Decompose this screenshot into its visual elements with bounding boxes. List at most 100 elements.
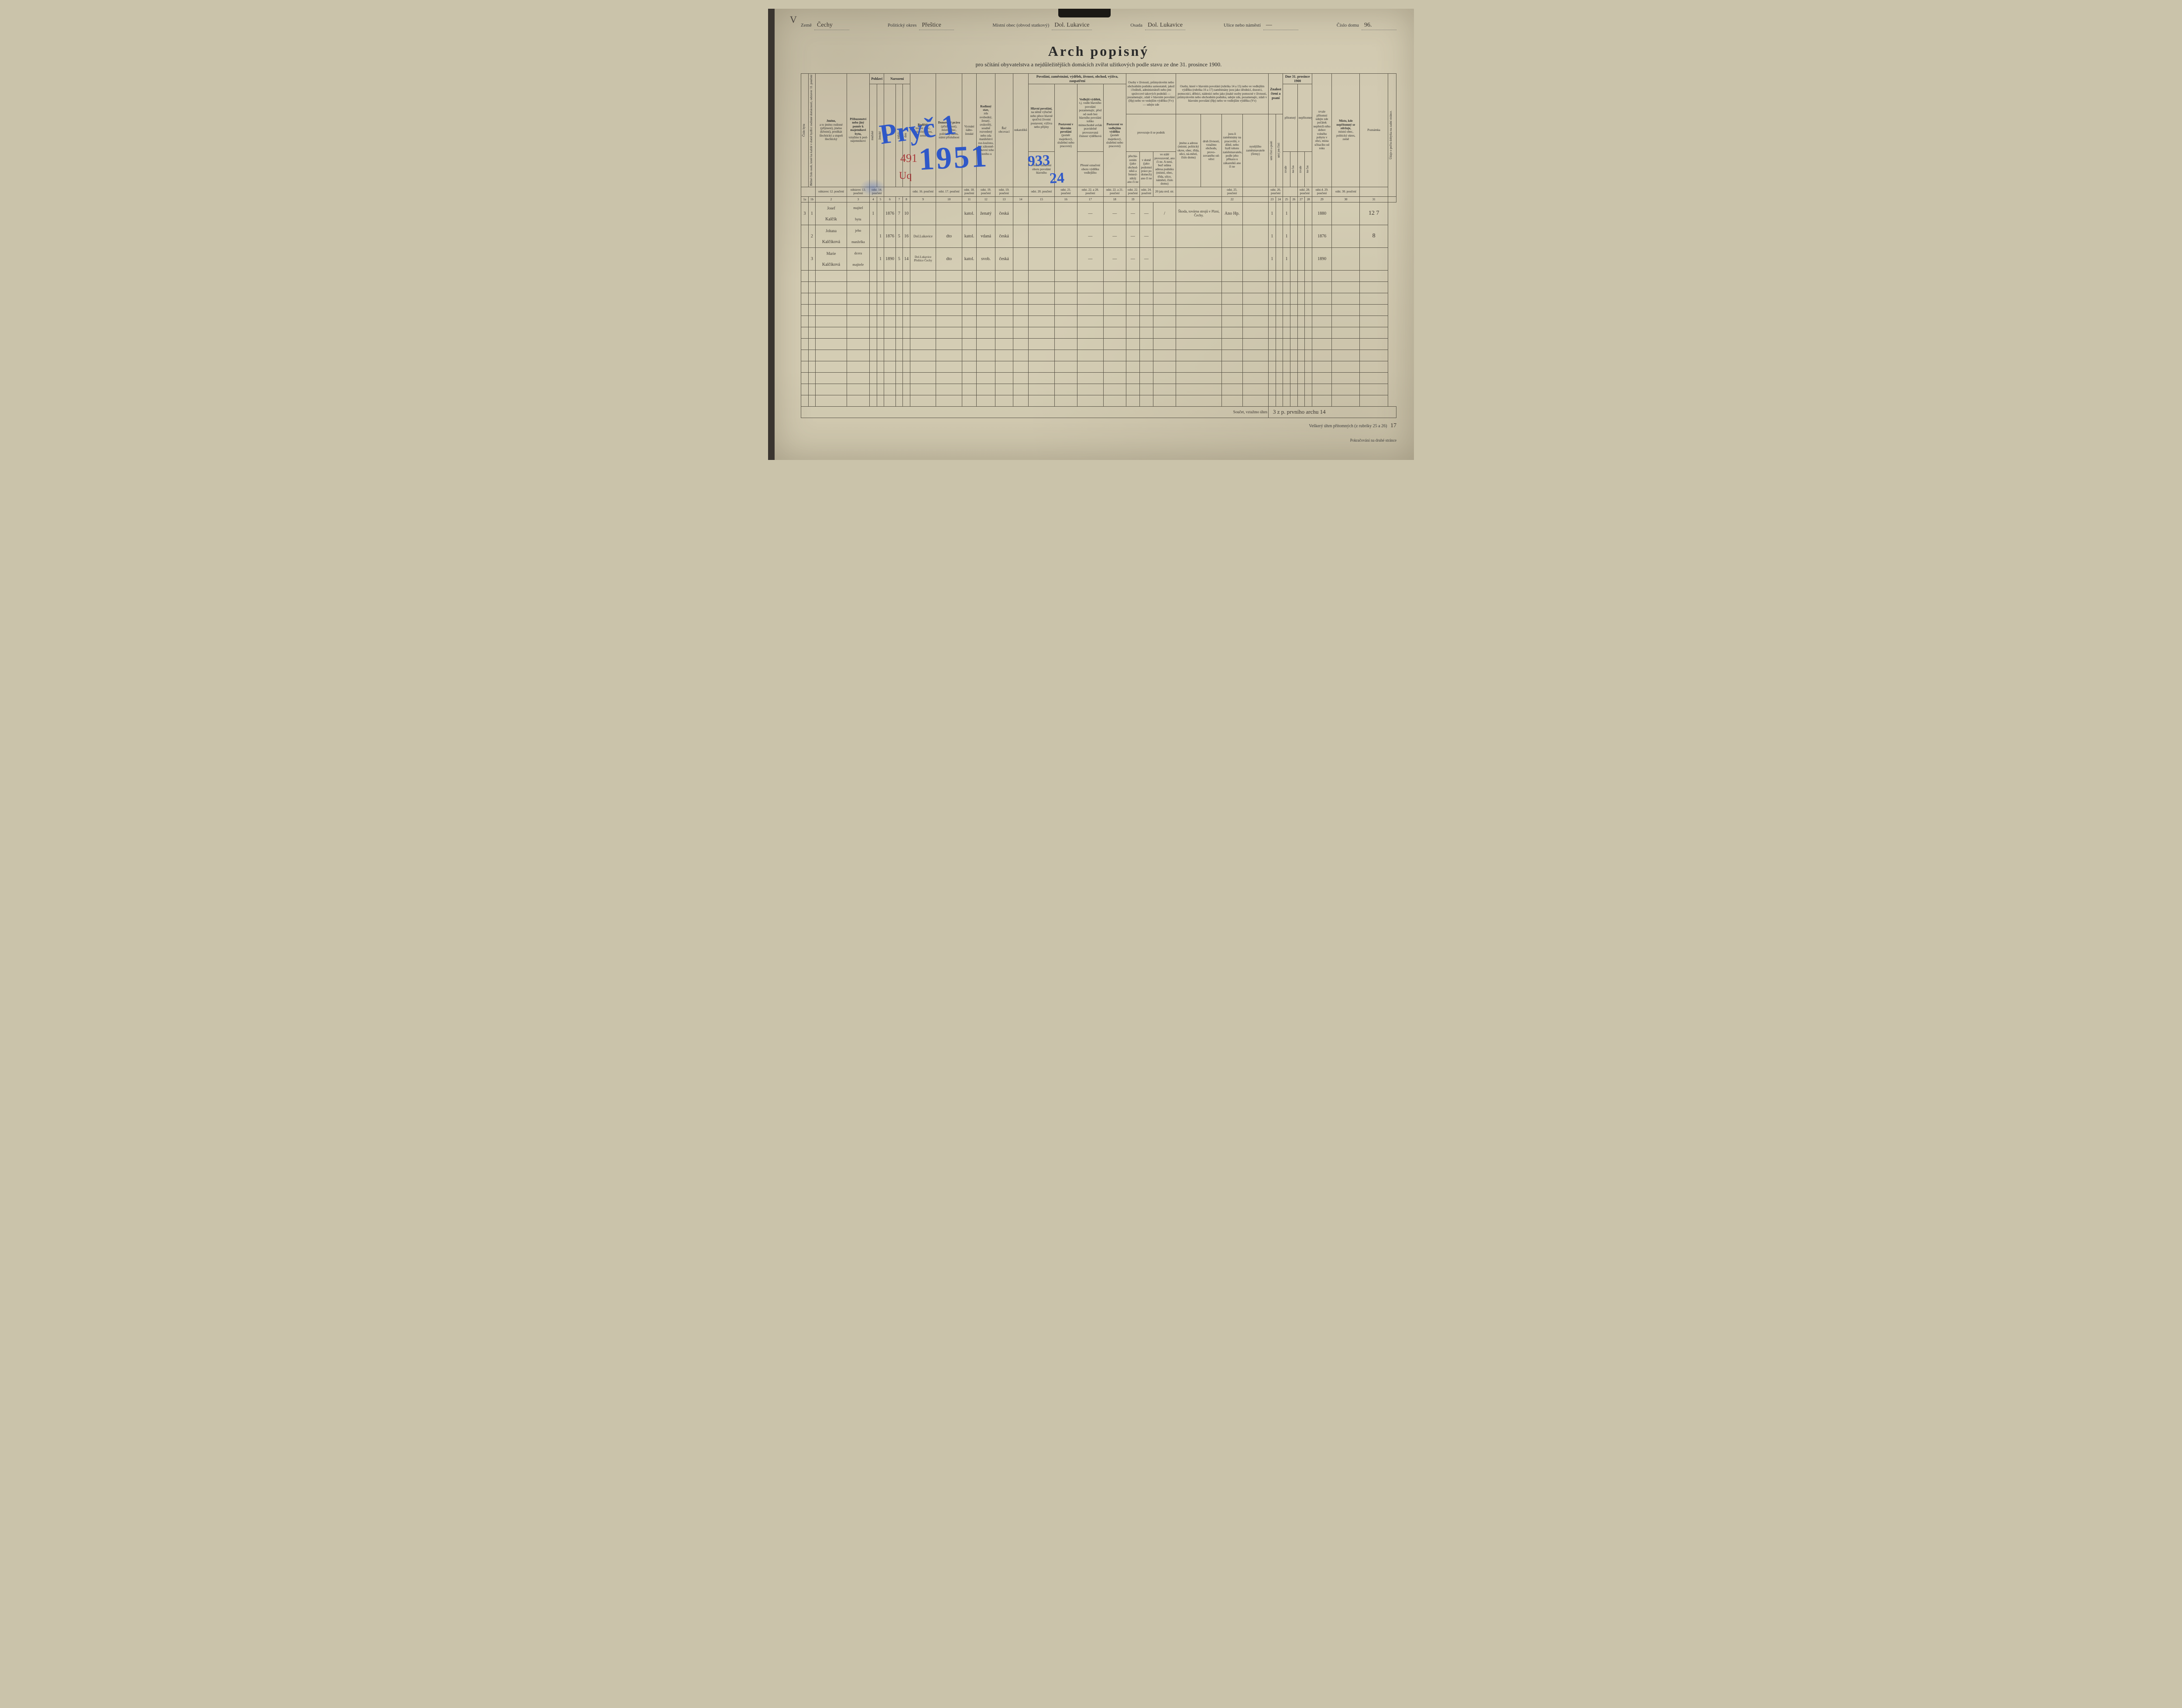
col-16-head: Postavení v hlavním povolání(poměr majet… bbox=[1054, 84, 1077, 187]
ref-28: odsl. 28. poučení bbox=[1297, 187, 1312, 196]
cell-read: 1 bbox=[1269, 202, 1276, 225]
col-occ-group: Povolání, zaměstnání, výdělek, živnost, … bbox=[1029, 74, 1126, 84]
ref-30: odst. 30. poučení bbox=[1332, 187, 1360, 196]
col-6-head: rok bbox=[885, 134, 889, 137]
col-12-head: Rodinný stav,zda svobodný, ženatý, ovdov… bbox=[977, 74, 995, 187]
total-value: 17 bbox=[1390, 422, 1396, 429]
table-row: 3 Marie dcera 1 1890 5 14 Dol.Lukavice P… bbox=[801, 247, 1396, 259]
field-zeme: Země Čechy bbox=[801, 22, 849, 30]
cell-pres: 1 bbox=[1283, 247, 1290, 270]
field-osada: Osada Dol. Lukavice bbox=[1130, 22, 1185, 30]
col-21b-head: druh živnosti, vztažmo obchodu, provo-zo… bbox=[1201, 114, 1222, 187]
cell-rel: majitele bbox=[847, 259, 869, 270]
label-zeme: Země bbox=[801, 23, 812, 28]
ref-45: odst. 14. poučení bbox=[870, 187, 884, 196]
cell-read: 1 bbox=[1269, 225, 1276, 247]
cell-dy: 16 bbox=[903, 225, 910, 247]
col-10-head: Domovské právo(příslušnost), místní obec… bbox=[936, 74, 962, 187]
ref-11: odst. 18. poučení bbox=[962, 187, 976, 196]
col-2-head: Jméno,a to jméno rodinné (příjmení), jmé… bbox=[816, 74, 847, 187]
empty-row bbox=[801, 281, 1396, 293]
cell-mar: svob. bbox=[977, 247, 995, 270]
cell-num: 2 bbox=[808, 225, 816, 247]
cell-rel: bytu bbox=[847, 213, 869, 225]
table-head: Číslo bytu Běžné číslo osob, které ku ka… bbox=[801, 74, 1396, 202]
ref-12: odst. 19. poučení bbox=[977, 187, 995, 196]
n-25: 25 bbox=[1283, 196, 1290, 202]
cell-yr: 1890 bbox=[884, 247, 895, 270]
empty-row bbox=[801, 338, 1396, 350]
cell-lang: česká bbox=[995, 225, 1013, 247]
cell-name-top: Marie bbox=[816, 247, 847, 259]
col-17-head: Vedlejší výdělek,t.j. vedle hlavního pov… bbox=[1077, 84, 1104, 152]
value-ulice: — bbox=[1263, 22, 1298, 30]
n-17: 17 bbox=[1077, 196, 1104, 202]
col-24b1: trvale bbox=[1299, 166, 1302, 173]
cell-bp: Dol.Lukavice bbox=[910, 225, 936, 247]
cell-emp: Škoda, továrna strojů v Plzni, Čechy. bbox=[1176, 202, 1222, 225]
ref-9: odst. 16. poučení bbox=[910, 187, 936, 196]
ref-27: odst. 26. poučení bbox=[1269, 187, 1283, 196]
label-okres: Politický okres bbox=[888, 23, 916, 28]
field-okres: Politický okres Přeštice bbox=[888, 22, 954, 30]
cell-byt bbox=[801, 247, 809, 270]
cell-dom: dto bbox=[936, 247, 962, 270]
ref-21: odst. 24. poučení bbox=[1139, 187, 1153, 196]
cell-num: 3 bbox=[808, 247, 816, 270]
cell-occ bbox=[1029, 202, 1055, 225]
summary-value: 3 z p. prvního archu 14 bbox=[1269, 406, 1396, 418]
col-1a-head: Číslo bytu bbox=[802, 124, 806, 137]
value-okres: Přeštice bbox=[919, 22, 954, 30]
cell-faith: katol. bbox=[962, 225, 976, 247]
summary-row: Součet, vztažmo úhrn 3 z p. prvního arch… bbox=[801, 406, 1396, 418]
table-row: 3 1 Josef majitel 1 1876 7 10 katol. žen… bbox=[801, 202, 1396, 213]
binder-tab bbox=[1058, 9, 1111, 17]
col-678-group: Narození bbox=[884, 74, 910, 84]
col-19-head: Postavení ve vedlejším výdělku(poměr maj… bbox=[1103, 84, 1126, 187]
n-24: 24 bbox=[1276, 196, 1283, 202]
value-zeme: Čechy bbox=[814, 22, 849, 30]
census-page: V Země Čechy Politický okres Přeštice Mí… bbox=[768, 9, 1414, 460]
col-5-head: ženské bbox=[878, 131, 882, 140]
cell-name: Kalčíková bbox=[816, 236, 847, 247]
col-15-head: Přesné označení oboru povolání hlavního bbox=[1029, 152, 1055, 187]
cell-name: Kalčíková bbox=[816, 259, 847, 270]
col-23a-head: umí čísti a psáti bbox=[1269, 141, 1273, 160]
empty-row bbox=[801, 304, 1396, 316]
ref-16: odst. 21. poučení bbox=[1054, 187, 1077, 196]
col-27-head: Poznámka bbox=[1360, 74, 1388, 187]
cell-rel-top: jeho bbox=[847, 225, 869, 236]
empty-row bbox=[801, 270, 1396, 281]
n-27: 27 bbox=[1297, 196, 1305, 202]
cell-yr: 1876 bbox=[884, 225, 895, 247]
col-24-group: Dne 31. prosince 1900 bbox=[1283, 74, 1312, 84]
footer-continuation: Pokračování na druhé stránce bbox=[801, 438, 1396, 442]
cell-lang: česká bbox=[995, 247, 1013, 270]
cell-yr: 1876 bbox=[884, 202, 895, 225]
roman-numeral: V bbox=[790, 14, 797, 25]
cell-mar: ženatý bbox=[977, 202, 995, 225]
cell-note bbox=[1360, 247, 1388, 270]
title-sub: pro sčítání obyvatelstva a nejdůležitějš… bbox=[801, 61, 1396, 68]
cell-m: 1 bbox=[870, 202, 877, 225]
col-20b-head: v domě (jako podomní práce po domech) an… bbox=[1139, 152, 1153, 187]
n-18: 18 bbox=[1103, 196, 1126, 202]
empty-row bbox=[801, 316, 1396, 327]
cell-faith: katol. bbox=[962, 247, 976, 270]
ref-22: 20 jata uvd. str. bbox=[1153, 187, 1176, 196]
col-1b-head: Běžné číslo osob, které ku každé v domě … bbox=[810, 75, 813, 186]
col-24a1: trvale bbox=[1284, 166, 1287, 173]
ref-3: odstavec 13. poučení bbox=[847, 187, 869, 196]
n-12: 12 bbox=[977, 196, 995, 202]
col-20c-head: ve stálé provozovně, ano či ne. A není, … bbox=[1153, 152, 1176, 187]
cell-f bbox=[877, 202, 884, 225]
col-7-head: měsíc bbox=[897, 132, 900, 139]
empty-row bbox=[801, 395, 1396, 406]
cell-dy: 14 bbox=[903, 247, 910, 270]
col-14nk-head: nekatolíků bbox=[1013, 74, 1029, 187]
total-label: Veškerý úhrn přítomných (z rubriky 25 a … bbox=[1309, 424, 1387, 429]
n-26: 26 bbox=[1290, 196, 1298, 202]
empty-row bbox=[801, 327, 1396, 338]
value-obec: Dol. Lukavice bbox=[1052, 22, 1092, 30]
side-note: Údaje o počtu dobytka na zadní stránce. bbox=[1389, 110, 1393, 159]
